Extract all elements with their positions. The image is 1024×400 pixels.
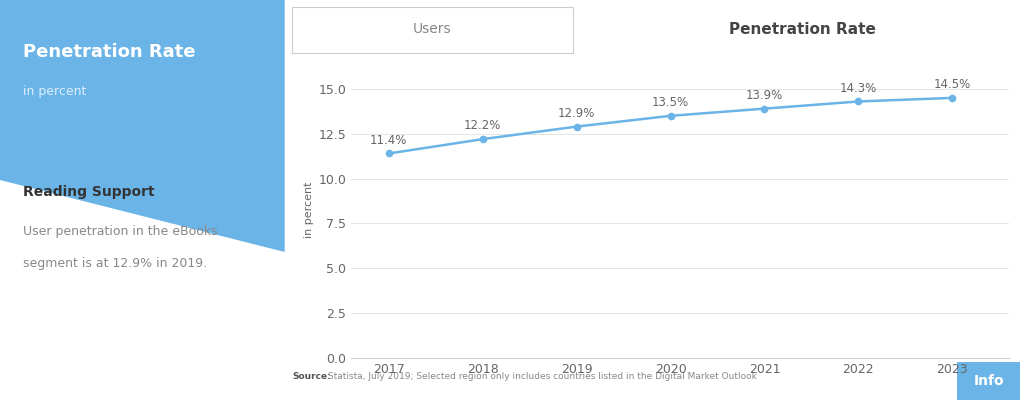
Text: 13.5%: 13.5% — [652, 96, 689, 109]
Text: User penetration in the eBooks: User penetration in the eBooks — [23, 226, 217, 238]
Text: Penetration Rate: Penetration Rate — [23, 43, 196, 61]
Text: Statista, July 2019; Selected region only includes countries listed in the Digit: Statista, July 2019; Selected region onl… — [326, 372, 757, 381]
Text: Reading Support: Reading Support — [23, 185, 155, 199]
Text: 12.9%: 12.9% — [558, 107, 595, 120]
Text: Users: Users — [414, 22, 452, 36]
Text: Source:: Source: — [292, 372, 331, 381]
Text: in percent: in percent — [23, 86, 86, 98]
Text: Info: Info — [974, 374, 1005, 388]
Y-axis label: in percent: in percent — [304, 182, 314, 238]
Text: 11.4%: 11.4% — [370, 134, 408, 147]
FancyBboxPatch shape — [957, 362, 1020, 400]
Text: Penetration Rate: Penetration Rate — [729, 22, 876, 36]
Text: 13.9%: 13.9% — [745, 89, 783, 102]
Text: 14.3%: 14.3% — [840, 82, 877, 95]
Text: segment is at 12.9% in 2019.: segment is at 12.9% in 2019. — [23, 258, 207, 270]
FancyBboxPatch shape — [292, 7, 573, 53]
Polygon shape — [0, 0, 285, 252]
Text: 12.2%: 12.2% — [464, 119, 502, 132]
Text: 14.5%: 14.5% — [934, 78, 971, 91]
